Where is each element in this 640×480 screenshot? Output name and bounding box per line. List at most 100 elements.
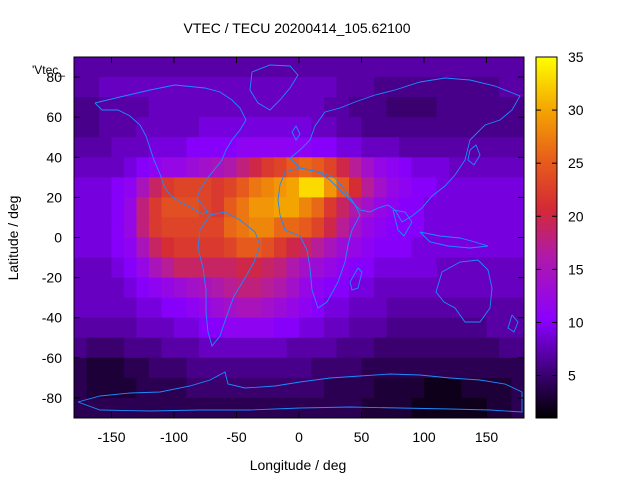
heatmap-cell <box>336 197 350 219</box>
heatmap-cell <box>124 397 138 418</box>
heatmap-cell <box>449 237 463 259</box>
heatmap-cell <box>224 97 238 118</box>
heatmap-cell <box>199 77 213 98</box>
heatmap-cell <box>161 157 175 178</box>
heatmap-cell <box>349 357 363 379</box>
heatmap-cell <box>461 57 475 78</box>
heatmap-cell <box>224 397 238 418</box>
heatmap-cell <box>149 277 163 299</box>
colorbar-tick-label: 25 <box>568 155 584 171</box>
heatmap-cell <box>349 217 363 239</box>
coast-india <box>392 209 413 237</box>
heatmap-cell <box>486 57 500 78</box>
heatmap-cell <box>474 157 488 178</box>
heatmap-cell <box>186 177 200 198</box>
heatmap-cell <box>186 277 200 299</box>
heatmap-cell <box>186 117 200 138</box>
heatmap-cell <box>261 257 275 279</box>
heatmap-cell <box>486 97 500 118</box>
heatmap-cell <box>299 117 313 138</box>
heatmap-cell <box>174 337 188 359</box>
heatmap-cell <box>361 277 375 299</box>
heatmap-cell <box>174 237 188 259</box>
heatmap-cell <box>324 97 338 118</box>
heatmap-cell <box>286 77 300 98</box>
heatmap-cell <box>274 357 288 379</box>
heatmap-cell <box>511 317 524 339</box>
heatmap-cell <box>111 77 125 98</box>
heatmap-cell <box>249 237 263 259</box>
heatmap-cell <box>174 117 188 138</box>
heatmap-cell <box>199 257 213 279</box>
heatmap-cell <box>186 197 200 219</box>
heatmap-cell <box>149 337 163 359</box>
heatmap-cell <box>124 357 138 379</box>
heatmap-cell <box>449 97 463 118</box>
heatmap-cell <box>261 277 275 299</box>
heatmap-cell <box>461 77 475 98</box>
coast-south-america <box>197 211 261 347</box>
heatmap-cell <box>386 137 400 158</box>
heatmap-cell <box>336 397 350 418</box>
heatmap-cell <box>99 237 113 259</box>
heatmap-cell <box>74 57 88 78</box>
heatmap-cell <box>224 177 238 198</box>
heatmap-cell <box>74 77 88 98</box>
heatmap-cell <box>124 337 138 359</box>
heatmap-cell <box>411 177 425 198</box>
heatmap-cell <box>474 337 488 359</box>
heatmap-cell <box>161 177 175 198</box>
heatmap-cell <box>424 97 438 118</box>
heatmap-cell <box>211 77 225 98</box>
heatmap-cell <box>511 297 524 319</box>
heatmap-cell <box>486 317 500 339</box>
heatmap-cell <box>124 277 138 299</box>
heatmap-cell <box>249 357 263 379</box>
heatmap-cell <box>311 237 325 259</box>
heatmap-cell <box>286 257 300 279</box>
heatmap-cell <box>99 157 113 178</box>
heatmap-cell <box>211 197 225 219</box>
heatmap-cell <box>249 57 263 78</box>
x-tick-label: -150 <box>97 429 125 445</box>
heatmap-cell <box>111 357 125 379</box>
heatmap-cell <box>436 137 450 158</box>
heatmap-cell <box>111 57 125 78</box>
heatmap-cell <box>149 297 163 319</box>
heatmap-cell <box>436 377 450 399</box>
heatmap-cell <box>199 157 213 178</box>
x-tick-label: 50 <box>354 429 370 445</box>
y-tick-label: 80 <box>46 69 62 85</box>
heatmap-cell <box>474 217 488 239</box>
heatmap-cell <box>261 377 275 399</box>
heatmap-cell <box>411 237 425 259</box>
heatmap-cell <box>111 317 125 339</box>
heatmap-cell <box>411 97 425 118</box>
heatmap-cell <box>236 117 250 138</box>
heatmap-cell <box>486 397 500 418</box>
heatmap-cell <box>161 117 175 138</box>
heatmap-cell <box>236 257 250 279</box>
heatmap-cell <box>374 317 388 339</box>
y-tick-label: -20 <box>42 270 62 286</box>
heatmap-cell <box>511 137 524 158</box>
heatmap-cell <box>186 137 200 158</box>
heatmap-cell <box>336 77 350 98</box>
heatmap-cell <box>349 337 363 359</box>
heatmap-cell <box>461 277 475 299</box>
heatmap-cell <box>474 177 488 198</box>
heatmap-cell <box>249 177 263 198</box>
heatmap-cell <box>511 157 524 178</box>
heatmap-cell <box>424 197 438 219</box>
heatmap-cell <box>274 257 288 279</box>
heatmap-cell <box>236 157 250 178</box>
heatmap-cell <box>286 377 300 399</box>
heatmap-cell <box>99 77 113 98</box>
heatmap-cell <box>124 217 138 239</box>
heatmap-cell <box>361 337 375 359</box>
heatmap-cell <box>149 177 163 198</box>
heatmap-cell <box>74 117 88 138</box>
heatmap-cell <box>424 377 438 399</box>
heatmap-cell <box>349 97 363 118</box>
